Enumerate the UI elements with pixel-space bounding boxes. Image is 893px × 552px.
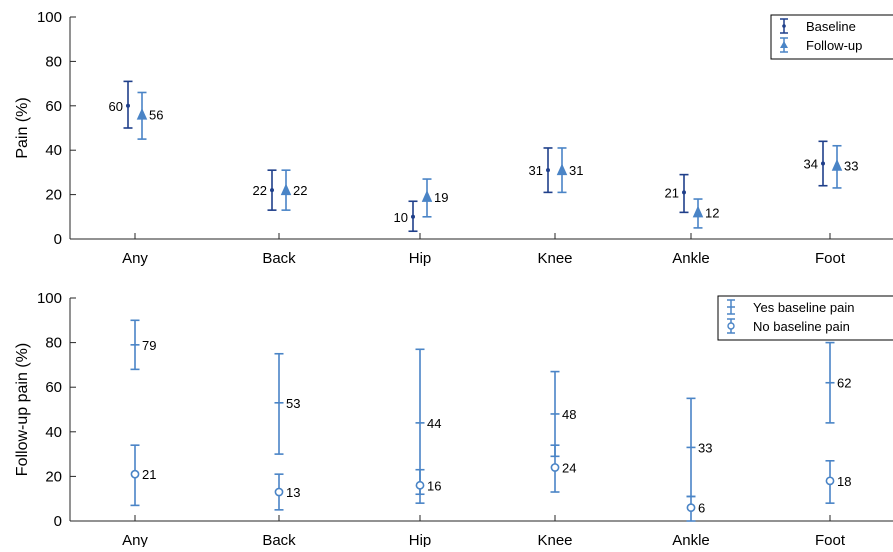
x-tick-label: Any xyxy=(122,250,148,267)
legend-marker xyxy=(782,24,786,28)
x-tick-label: Ankle xyxy=(672,250,710,267)
x-tick-label: Any xyxy=(122,532,148,547)
data-label: 18 xyxy=(837,474,851,489)
data-point xyxy=(682,190,686,195)
data-label: 10 xyxy=(394,210,408,225)
series-triangle: 56 22 19 31 12 33 xyxy=(136,91,858,229)
data-point xyxy=(126,103,130,108)
y-tick-label: 80 xyxy=(45,53,62,70)
legend-box xyxy=(770,14,893,60)
data-point xyxy=(274,487,284,497)
data-label: 62 xyxy=(837,376,851,391)
chart-panel-2: 0 20 40 60 80 100 Any Back Hip Knee Ankle Foot Follo… xyxy=(14,290,893,549)
data-label: 34 xyxy=(804,157,818,172)
data-label: 33 xyxy=(698,440,712,455)
y-tick-label: 60 xyxy=(45,98,62,115)
x-tick-label: Ankle xyxy=(672,532,710,547)
y-tick-label: 20 xyxy=(45,468,62,485)
x-tick-label: Foot xyxy=(815,532,846,547)
data-label: 21 xyxy=(142,467,156,482)
y-tick-label: 40 xyxy=(45,142,62,159)
y-tick-label: 0 xyxy=(54,513,62,530)
legend: Yes baseline pain No baseline pain xyxy=(717,295,893,341)
y-tick-label: 100 xyxy=(37,9,62,26)
legend-label: Baseline xyxy=(806,19,856,34)
data-label: 21 xyxy=(665,185,679,200)
data-label: 22 xyxy=(293,183,307,198)
y-tick-label: 20 xyxy=(45,187,62,204)
data-label: 79 xyxy=(142,338,156,353)
data-label: 48 xyxy=(562,407,576,422)
legend-label: No baseline pain xyxy=(753,319,850,334)
data-label: 19 xyxy=(434,190,448,205)
legend-entry: Baseline xyxy=(780,18,856,34)
y-axis-label: Follow-up pain (%) xyxy=(14,343,31,476)
data-point xyxy=(831,159,843,171)
series-dash: 79 53 44 48 33 62 xyxy=(130,319,851,498)
x-tick-label: Hip xyxy=(409,532,432,547)
y-axis-label: Pain (%) xyxy=(14,97,31,158)
data-point xyxy=(421,190,433,202)
legend-entry: Yes baseline pain xyxy=(727,299,854,315)
x-tick-label: Knee xyxy=(537,250,572,267)
x-tick-label: Knee xyxy=(537,532,572,547)
data-label: 31 xyxy=(529,163,543,178)
legend-label: Yes baseline pain xyxy=(753,300,854,315)
legend-entry: Follow-up xyxy=(780,37,862,53)
data-label: 16 xyxy=(427,478,441,493)
data-point xyxy=(556,163,568,176)
series-point: 60 22 10 31 21 34 xyxy=(109,80,828,233)
data-point xyxy=(692,205,704,218)
data-point xyxy=(415,480,425,490)
data-point xyxy=(130,469,140,479)
data-label: 53 xyxy=(286,396,300,411)
y-tick-label: 0 xyxy=(54,231,62,248)
data-label: 60 xyxy=(109,99,123,114)
y-tick-label: 60 xyxy=(45,379,62,396)
y-tick-label: 80 xyxy=(45,335,62,352)
data-point xyxy=(686,503,696,513)
x-tick-label: Hip xyxy=(409,250,432,267)
data-point xyxy=(546,168,550,173)
data-point xyxy=(280,183,292,196)
legend-label: Follow-up xyxy=(806,38,862,53)
legend-marker xyxy=(780,41,788,48)
legend: Baseline Follow-up xyxy=(770,14,893,60)
series-circle: 21 13 16 24 6 18 xyxy=(130,444,851,522)
data-point xyxy=(411,214,415,219)
x-tick-label: Foot xyxy=(815,250,846,267)
data-point xyxy=(136,107,148,120)
data-point xyxy=(821,161,825,166)
legend-marker xyxy=(727,322,735,330)
data-label: 12 xyxy=(705,205,719,220)
data-label: 24 xyxy=(562,460,576,475)
y-tick-label: 40 xyxy=(45,424,62,441)
data-point xyxy=(825,476,835,486)
x-tick-label: Back xyxy=(262,250,296,267)
legend-box xyxy=(717,295,893,341)
legend-entry: No baseline pain xyxy=(727,318,850,334)
data-label: 31 xyxy=(569,163,583,178)
data-label: 22 xyxy=(253,183,267,198)
x-tick-label: Back xyxy=(262,532,296,547)
data-point xyxy=(550,463,560,472)
data-label: 6 xyxy=(698,501,705,516)
chart-panel-1: 0 20 40 60 80 100 Any Back Hip Knee Ankle Foot Pain … xyxy=(14,9,893,267)
data-label: 44 xyxy=(427,416,441,431)
y-tick-label: 100 xyxy=(37,290,62,307)
data-label: 13 xyxy=(286,485,300,500)
data-label: 56 xyxy=(149,108,163,123)
data-label: 33 xyxy=(844,159,858,174)
data-point xyxy=(270,188,274,193)
